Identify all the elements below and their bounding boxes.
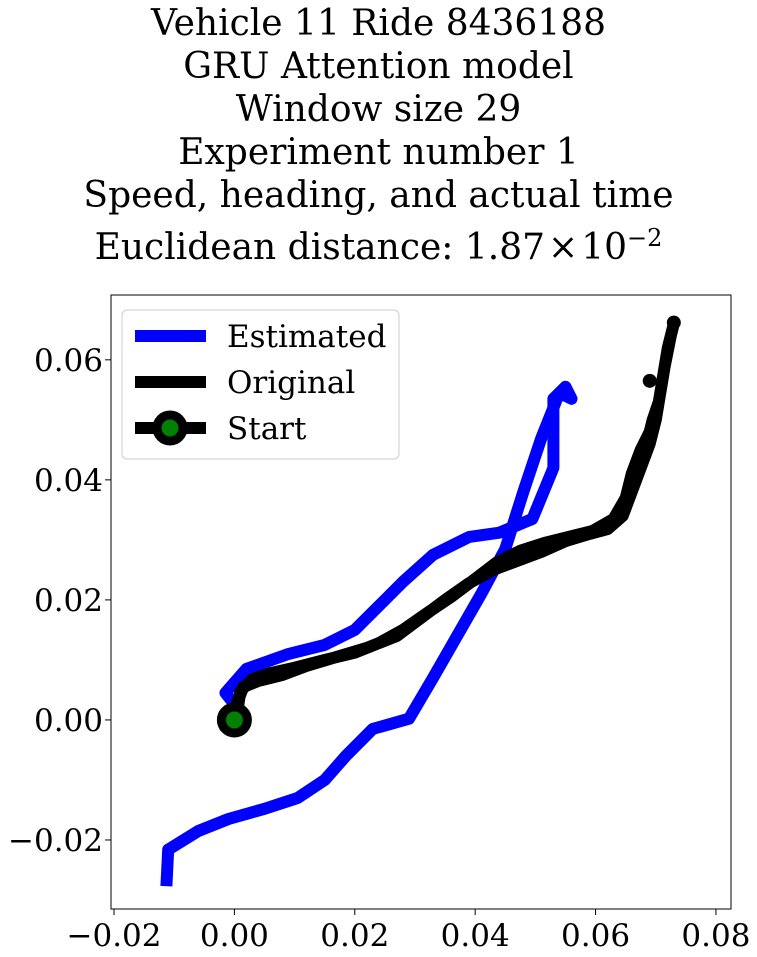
distance-mantissa: 1.87 — [464, 227, 546, 268]
legend-label-original: Original — [227, 365, 355, 401]
title-line-experiment: Experiment number 1 — [178, 132, 579, 173]
y-tick-label: 0.02 — [34, 583, 103, 619]
x-tick-label: −0.02 — [67, 918, 162, 954]
chart-title: Vehicle 11 Ride 8436188 GRU Attention mo… — [0, 2, 757, 269]
y-tick-label: 0.00 — [34, 703, 103, 739]
legend-box — [121, 309, 400, 460]
title-line-window: Window size 29 — [235, 89, 522, 130]
distance-times: × — [548, 227, 579, 268]
legend-label-estimated: Estimated — [227, 319, 386, 355]
start-marker — [216, 702, 252, 738]
original-point-marker-1 — [666, 315, 681, 330]
series-layer — [160, 315, 681, 887]
axis-layer: −0.02 0.00 0.02 0.04 0.06 0.08 −0.02 0.00 0.02 0.… — [8, 343, 750, 954]
y-tick-label: 0.04 — [34, 463, 103, 499]
distance-exponent: −2 — [627, 224, 663, 252]
title-line-vehicle: Vehicle 11 Ride 8436188 — [150, 3, 607, 44]
legend-start-marker — [152, 410, 188, 446]
distance-prefix: Euclidean distance: — [94, 227, 465, 268]
original-point-marker-0 — [642, 373, 657, 388]
x-tick-label: 0.04 — [441, 918, 510, 954]
distance-base: 10 — [581, 227, 628, 268]
title-line-model: GRU Attention model — [183, 46, 574, 87]
legend: Estimated Original Start — [121, 309, 400, 460]
legend-label-start: Start — [227, 411, 307, 447]
x-tick-label: 0.06 — [561, 918, 630, 954]
series-line-estimated — [160, 380, 578, 887]
y-tick-label: −0.02 — [8, 823, 103, 859]
x-tick-label: 0.00 — [200, 918, 269, 954]
x-tick-label: 0.02 — [320, 918, 389, 954]
title-line-distance: Euclidean distance: 1.87×10−2 — [0, 217, 757, 269]
x-tick-label: 0.08 — [681, 918, 750, 954]
title-line-features: Speed, heading, and actual time — [83, 175, 674, 216]
series-clip-group — [160, 315, 681, 887]
plot-frame — [110, 294, 732, 910]
y-tick-label: 0.06 — [34, 343, 103, 379]
